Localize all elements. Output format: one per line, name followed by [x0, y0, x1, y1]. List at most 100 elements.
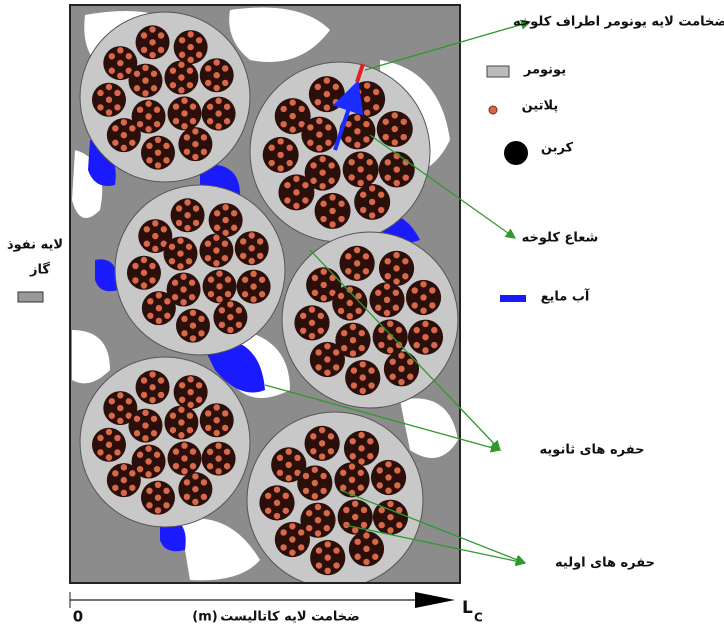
- platinum-particle: [355, 307, 362, 315]
- platinum-particle: [282, 492, 289, 500]
- platinum-particle: [393, 278, 400, 285]
- platinum-particle: [359, 387, 366, 395]
- platinum-particle: [368, 367, 375, 374]
- platinum-particle: [280, 120, 287, 128]
- platinum-particle: [178, 61, 185, 68]
- platinum-particle: [359, 191, 367, 198]
- platinum-particle: [353, 273, 361, 280]
- platinum-particle: [250, 270, 257, 278]
- platinum-particle: [97, 89, 104, 97]
- platinum-particle: [319, 182, 326, 190]
- platinum-particle: [323, 509, 330, 517]
- platinum-particle: [142, 422, 149, 429]
- leader: [364, 19, 532, 71]
- platinum-particle: [349, 350, 357, 357]
- platinum-particle: [315, 349, 322, 356]
- platinum-particle: [160, 240, 168, 247]
- platinum-particle: [223, 118, 231, 125]
- platinum-particle: [221, 240, 229, 247]
- platinum-particle: [97, 449, 104, 456]
- platinum-particle: [310, 162, 317, 169]
- platinum-particle: [240, 252, 247, 260]
- platinum-particle: [142, 409, 149, 417]
- platinum-particle: [223, 448, 231, 455]
- platinum-particle: [213, 429, 220, 437]
- platinum-particle: [117, 404, 124, 412]
- platinum-particle: [324, 369, 331, 376]
- platinum-particle: [363, 120, 370, 128]
- platinum-particle: [189, 335, 197, 342]
- axis-unit: (m): [192, 610, 217, 625]
- platinum-particle: [285, 448, 292, 455]
- platinum-particle: [164, 312, 171, 319]
- platinum-particle: [189, 462, 197, 470]
- platinum-particle: [360, 506, 368, 514]
- platinum-particle: [310, 433, 317, 440]
- platinum-particle: [204, 240, 212, 247]
- platinum-particle: [328, 162, 335, 169]
- platinum-particle: [289, 126, 296, 133]
- platinum-particle: [147, 312, 154, 319]
- platinum-particle: [289, 112, 296, 120]
- platinum-particle: [324, 356, 331, 363]
- platinum-particle: [387, 500, 394, 508]
- platinum-particle: [294, 454, 301, 462]
- platinum-particle: [146, 142, 153, 150]
- platinum-particle: [187, 31, 194, 38]
- platinum-particle: [383, 283, 391, 290]
- platinum-particle: [213, 224, 221, 231]
- platinum-particle: [378, 506, 385, 514]
- platinum-particle: [172, 448, 180, 455]
- platinum-particle: [305, 509, 313, 517]
- platinum-particle: [315, 562, 323, 569]
- platinum-particle: [318, 426, 326, 434]
- platinum-particle: [149, 51, 156, 59]
- platinum-particle: [183, 493, 191, 500]
- platinum-particle: [325, 124, 332, 131]
- platinum-particle: [213, 234, 220, 241]
- platinum-particle: [168, 243, 176, 250]
- platinum-particle: [353, 260, 361, 267]
- platinum-particle: [276, 454, 284, 462]
- legend-swatch: [486, 65, 510, 78]
- platinum-particle: [155, 292, 163, 299]
- platinum-particle: [384, 273, 391, 280]
- platinum-particle: [349, 336, 357, 344]
- platinum-particle: [282, 507, 289, 514]
- platinum-particle: [273, 512, 281, 520]
- platinum-particle: [117, 47, 124, 54]
- platinum-particle: [222, 79, 229, 87]
- platinum-particle: [169, 81, 177, 89]
- platinum-particle: [163, 502, 170, 509]
- platinum-particle: [333, 562, 340, 569]
- platinum-particle: [120, 119, 128, 126]
- legend-label: کربن: [541, 141, 574, 156]
- platinum-particle: [140, 269, 148, 276]
- platinum-particle: [316, 144, 323, 152]
- platinum-particle: [125, 53, 133, 60]
- platinum-particle: [145, 100, 152, 107]
- platinum-particle: [216, 295, 223, 303]
- platinum-particle: [420, 281, 427, 288]
- platinum-particle: [189, 117, 197, 125]
- platinum-particle: [394, 482, 401, 489]
- platinum-particle: [192, 498, 199, 506]
- platinum-particle: [171, 293, 179, 301]
- platinum-particle: [112, 470, 119, 477]
- platinum-particle: [311, 289, 319, 297]
- platinum-particle: [348, 463, 356, 470]
- platinum-particle: [117, 417, 124, 425]
- platinum-particle: [346, 299, 354, 307]
- platinum-particle: [363, 109, 371, 116]
- platinum-particle: [258, 276, 266, 283]
- gdl-swatch: [17, 291, 44, 303]
- platinum-particle: [311, 466, 319, 473]
- platinum-particle: [205, 65, 212, 72]
- platinum-particle: [324, 567, 331, 575]
- platinum-particle: [223, 463, 231, 470]
- platinum-particle: [192, 153, 199, 161]
- platinum-particle: [308, 332, 316, 340]
- platinum-particle: [358, 445, 365, 452]
- platinum-particle: [389, 358, 396, 365]
- platinum-particle: [258, 291, 266, 298]
